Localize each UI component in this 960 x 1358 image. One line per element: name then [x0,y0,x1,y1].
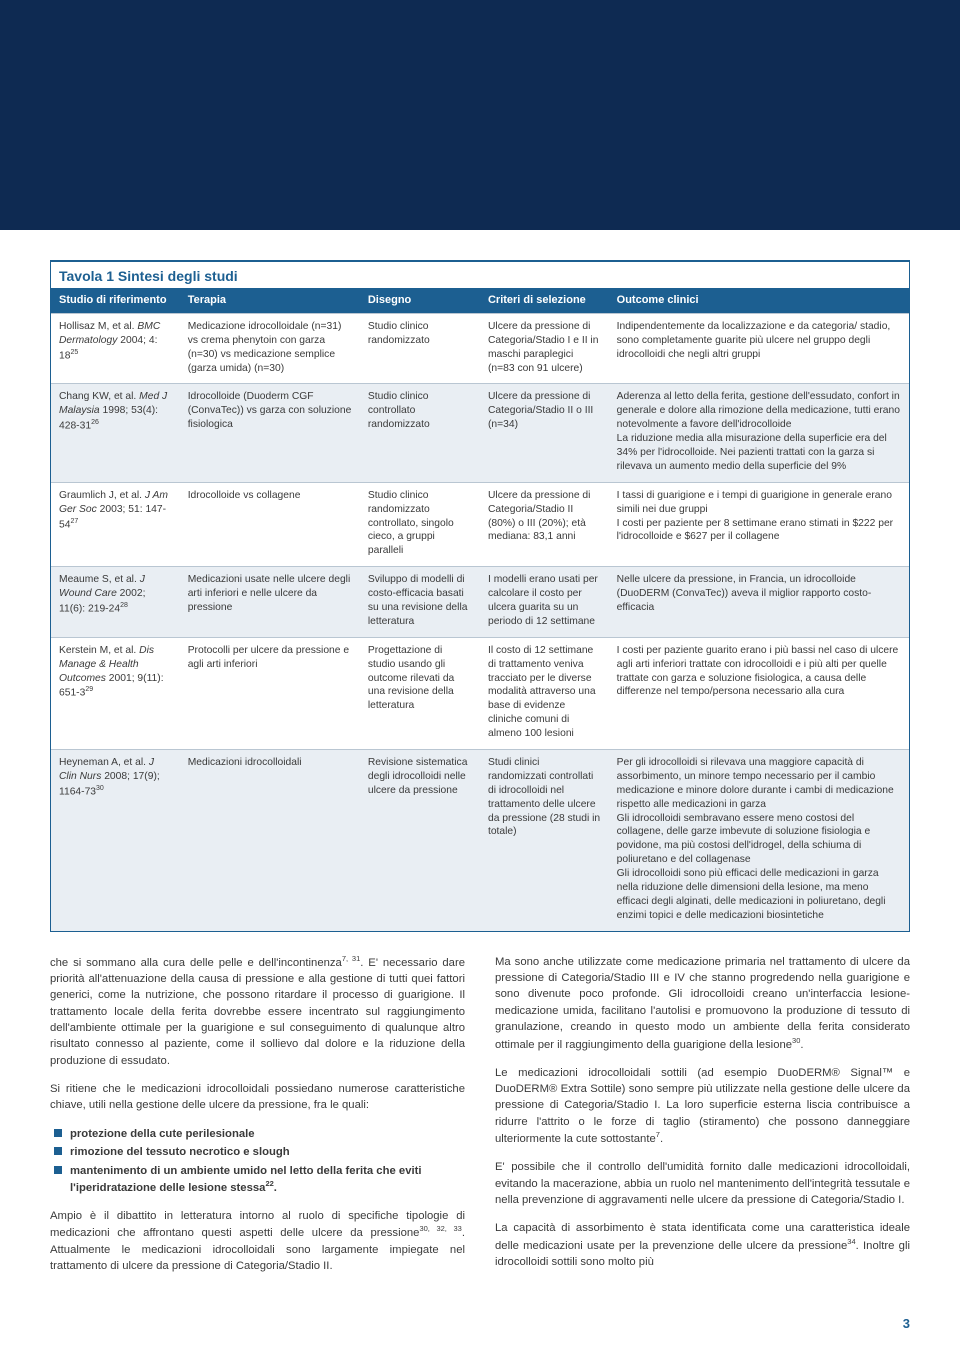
cell-criteria: Studi clinici randomizzati controllati d… [480,750,609,931]
text: Ampio è il dibattito in letteratura into… [50,1210,465,1239]
cell-design: Revisione sistematica degli idrocolloidi… [360,750,480,931]
cell-outcome: Aderenza al letto della ferita, gestione… [609,384,909,482]
right-p2: Le medicazioni idrocolloidali sottili (a… [495,1065,910,1148]
ref: 7, 31 [342,954,360,963]
cell-outcome: I costi per paziente guarito erano i più… [609,637,909,749]
cell-design: Progettazione di studio usando gli outco… [360,637,480,749]
right-column: Ma sono anche utilizzate come medicazion… [495,954,910,1287]
cell-criteria: Ulcere da pressione di Categoria/Stadio … [480,384,609,482]
table-row: Kerstein M, et al. Dis Manage & Health O… [51,637,909,749]
bullet-item: protezione della cute perilesionale [50,1126,465,1142]
text: . E' necessario dare priorità all'attenu… [50,956,465,1066]
cell-outcome: Nelle ulcere da pressione, in Francia, u… [609,567,909,638]
th-therapy: Terapia [180,288,360,313]
cell-study: Chang KW, et al. Med J Malaysia 1998; 53… [51,384,180,482]
cell-study: Meaume S, et al. J Wound Care 2002; 11(6… [51,567,180,638]
ref: 30, 32, 33 [419,1224,461,1233]
cell-study: Kerstein M, et al. Dis Manage & Health O… [51,637,180,749]
left-p3: Ampio è il dibattito in letteratura into… [50,1208,465,1274]
th-crit: Criteri di selezione [480,288,609,313]
ref: 7 [656,1130,660,1139]
cell-outcome: Indipendentemente da localizzazione e da… [609,313,909,384]
cell-criteria: Ulcere da pressione di Categoria/Stadio … [480,313,609,384]
ref: 34 [847,1237,855,1246]
cell-outcome: Per gli idrocolloidi si rilevava una mag… [609,750,909,931]
cell-design: Studio clinico randomizzato [360,313,480,384]
ref: 30 [792,1036,800,1045]
cell-therapy: Idrocolloide (Duoderm CGF (ConvaTec)) vs… [180,384,360,482]
cell-study: Graumlich J, et al. J Am Ger Soc 2003; 5… [51,482,180,566]
cell-therapy: Protocolli per ulcere da pressione e agl… [180,637,360,749]
cell-therapy: Idrocolloide vs collagene [180,482,360,566]
left-column: che si sommano alla cura delle pelle e d… [50,954,465,1287]
cell-therapy: Medicazioni idrocolloidali [180,750,360,931]
text: che si sommano alla cura delle pelle e d… [50,956,342,968]
page-content: Tavola 1 Sintesi degli studi Studio di r… [0,230,960,1351]
bullet-text: protezione della cute perilesionale [70,1128,255,1140]
bullet-item: rimozione del tessuto necrotico e slough [50,1144,465,1160]
cell-design: Studio clinico randomizzato controllato,… [360,482,480,566]
cell-outcome: I tassi di guarigione e i tempi di guari… [609,482,909,566]
right-p1: Ma sono anche utilizzate come medicazion… [495,954,910,1053]
cell-study: Hollisaz M, et al. BMC Dermatology 2004;… [51,313,180,384]
text: Ma sono anche utilizzate come medicazion… [495,956,910,1051]
table-title-rest: Sintesi degli studi [118,268,238,284]
th-study: Studio di riferimento [51,288,180,313]
table-row: Meaume S, et al. J Wound Care 2002; 11(6… [51,567,909,638]
right-p4: La capacità di assorbimento è stata iden… [495,1220,910,1270]
left-p1: che si sommano alla cura delle pelle e d… [50,954,465,1069]
table-row: Chang KW, et al. Med J Malaysia 1998; 53… [51,384,909,482]
right-p3: E' possibile che il controllo dell'umidi… [495,1159,910,1208]
ref: 22 [265,1179,273,1188]
table-wrapper: Tavola 1 Sintesi degli studi Studio di r… [50,260,910,932]
cell-therapy: Medicazioni usate nelle ulcere degli art… [180,567,360,638]
cell-study: Heyneman A, et al. J Clin Nurs 2008; 17(… [51,750,180,931]
table-row: Heyneman A, et al. J Clin Nurs 2008; 17(… [51,750,909,931]
cell-criteria: Ulcere da pressione di Categoria/Stadio … [480,482,609,566]
table-title: Tavola 1 Sintesi degli studi [51,262,909,288]
studies-table: Studio di riferimento Terapia Disegno Cr… [51,288,909,931]
bullet-text: rimozione del tessuto necrotico e slough [70,1146,290,1158]
th-design: Disegno [360,288,480,313]
table-row: Hollisaz M, et al. BMC Dermatology 2004;… [51,313,909,384]
cell-design: Studio clinico controllato randomizzato [360,384,480,482]
cell-criteria: Il costo di 12 settimane di trattamento … [480,637,609,749]
page-number: 3 [50,1316,910,1331]
bullet-item: mantenimento di un ambiente umido nel le… [50,1163,465,1197]
left-p2: Si ritiene che le medicazioni idrocolloi… [50,1081,465,1114]
th-outcome: Outcome clinici [609,288,909,313]
cell-therapy: Medicazione idrocolloidale (n=31) vs cre… [180,313,360,384]
table-title-prefix: Tavola 1 [59,268,114,284]
cell-criteria: I modelli erano usati per calcolare il c… [480,567,609,638]
header-bar [0,0,960,230]
body-columns: che si sommano alla cura delle pelle e d… [50,954,910,1287]
bullet-text: mantenimento di un ambiente umido nel le… [70,1165,422,1194]
text: Le medicazioni idrocolloidali sottili (a… [495,1067,910,1145]
cell-design: Sviluppo di modelli di costo-efficacia b… [360,567,480,638]
table-row: Graumlich J, et al. J Am Ger Soc 2003; 5… [51,482,909,566]
bullet-list: protezione della cute perilesionale rimo… [50,1126,465,1196]
